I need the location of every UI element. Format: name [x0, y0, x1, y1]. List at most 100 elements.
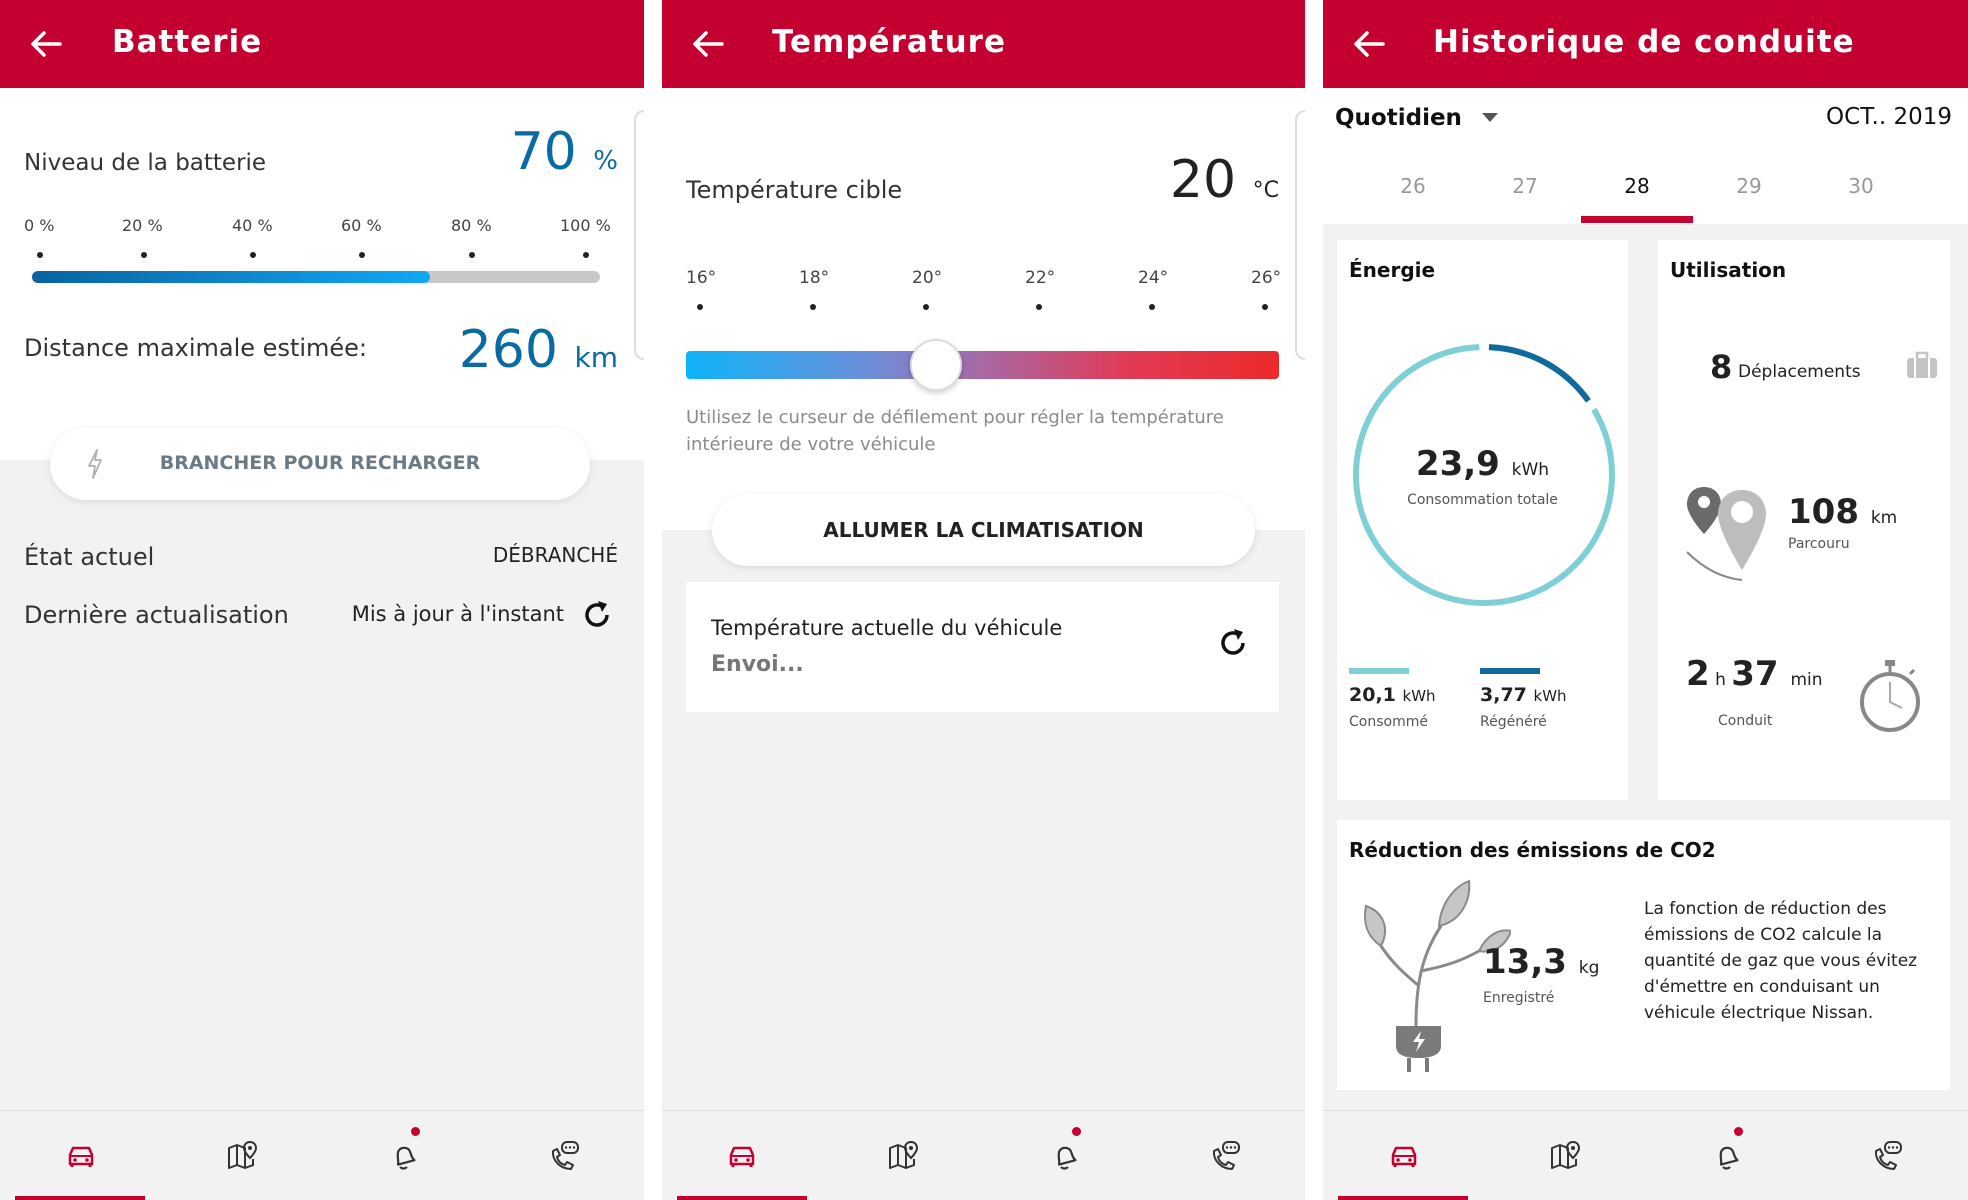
stopwatch-icon — [1860, 660, 1920, 732]
lightning-icon — [88, 449, 102, 479]
temperature-scale-dot — [697, 304, 703, 310]
battery-bar-fill — [32, 271, 430, 283]
energy-consumed-arc — [1353, 344, 1615, 606]
energy-consumed-label: Consommé — [1349, 714, 1428, 730]
temperature-panel — [662, 88, 1305, 530]
battery-bar — [32, 271, 600, 283]
nav-item-car[interactable] — [1323, 1111, 1484, 1200]
bottom-nav — [0, 1110, 644, 1200]
day-item[interactable]: 29 — [1736, 174, 1762, 198]
temperature-screen: Température Température cible 20 °C 16° 1… — [662, 0, 1305, 1200]
battery-scale-tick: 20 % — [122, 216, 163, 235]
update-value: Mis à jour à l'instant — [351, 602, 564, 626]
selected-day-indicator — [1581, 216, 1693, 223]
distance-value: 108 km — [1788, 492, 1898, 532]
temperature-scale-tick: 18° — [799, 268, 830, 288]
battery-scale-tick: 0 % — [24, 216, 55, 235]
page-title: Batterie — [112, 24, 263, 60]
side-handle — [1295, 110, 1305, 360]
period-select[interactable]: Quotidien — [1335, 105, 1462, 131]
energy-donut-chart — [1353, 344, 1615, 606]
co2-value: 13,3 kg — [1483, 942, 1600, 982]
battery-scale-dot — [469, 252, 475, 258]
battery-scale-tick: 80 % — [451, 216, 492, 235]
update-label: Dernière actualisation — [24, 601, 289, 629]
refresh-icon[interactable] — [580, 598, 614, 632]
day-item[interactable]: 28 — [1624, 174, 1650, 198]
notification-dot — [410, 1127, 420, 1136]
temperature-scale-dot — [923, 304, 929, 310]
bottom-nav — [1323, 1110, 1968, 1200]
current-temperature-card: Température actuelle du véhicule Envoi..… — [686, 582, 1279, 712]
chevron-down-icon[interactable] — [1481, 112, 1499, 124]
target-temp-value: 20 °C — [1169, 150, 1279, 210]
temperature-slider-thumb[interactable] — [910, 339, 962, 391]
battery-level-value: 70 % — [510, 122, 618, 182]
plant-plug-icon — [1363, 879, 1511, 1072]
nav-item-map-pin[interactable] — [1484, 1111, 1645, 1200]
usage-card: Utilisation 8 Déplacements 108 km Parcou… — [1658, 240, 1950, 800]
usage-title: Utilisation — [1670, 258, 1787, 282]
month-label[interactable]: OCT.. 2019 — [1826, 104, 1952, 130]
battery-screen: Batterie Niveau de la batterie 70 % 0 % 2… — [0, 0, 644, 1200]
nav-item-phone-chat[interactable] — [483, 1111, 644, 1200]
trips-label: Déplacements — [1738, 362, 1861, 382]
nav-item-bell[interactable] — [322, 1111, 483, 1200]
charge-button-label: BRANCHER POUR RECHARGER — [159, 452, 481, 474]
battery-level-label: Niveau de la batterie — [24, 150, 267, 176]
app-header: Historique de conduite — [1323, 0, 1968, 88]
co2-title: Réduction des émissions de CO2 — [1349, 838, 1716, 862]
nav-item-car[interactable] — [662, 1111, 823, 1200]
slider-hint: Utilisez le curseur de défilement pour r… — [686, 407, 1224, 455]
temperature-scale-tick: 16° — [686, 268, 717, 288]
temperature-slider-track[interactable] — [686, 339, 1279, 391]
day-item[interactable]: 27 — [1512, 174, 1538, 198]
temperature-scale-dot — [810, 304, 816, 310]
current-temp-label: Température actuelle du véhicule — [711, 616, 1063, 640]
nav-item-car[interactable] — [0, 1111, 161, 1200]
nav-item-map-pin[interactable] — [161, 1111, 322, 1200]
nav-item-map-pin[interactable] — [823, 1111, 984, 1200]
refresh-icon[interactable] — [1216, 626, 1250, 660]
target-temp-label: Température cible — [686, 176, 903, 204]
energy-total-label: Consommation totale — [1407, 492, 1558, 508]
notification-dot — [1071, 1127, 1081, 1136]
battery-scale-dot — [359, 252, 365, 258]
temperature-scale-dot — [1149, 304, 1155, 310]
energy-card: Énergie 23,9 kWh Consommation totale 20,… — [1337, 240, 1628, 800]
date-selector-panel — [1323, 88, 1968, 224]
back-arrow-icon[interactable] — [1349, 24, 1389, 64]
range-label: Distance maximale estimée: — [24, 334, 368, 362]
nav-item-phone-chat[interactable] — [1144, 1111, 1305, 1200]
battery-scale-dot — [583, 252, 589, 258]
ac-button[interactable]: ALLUMER LA CLIMATISATION — [712, 494, 1255, 566]
co2-card: Réduction des émissions de CO2 13,3 kg E… — [1337, 820, 1950, 1090]
temperature-scale-tick: 24° — [1138, 268, 1169, 288]
nav-item-bell[interactable] — [984, 1111, 1145, 1200]
battery-scale-dot — [141, 252, 147, 258]
regen-swatch — [1480, 668, 1540, 674]
day-item[interactable]: 26 — [1400, 174, 1426, 198]
co2-label: Enregistré — [1483, 990, 1555, 1006]
back-arrow-icon[interactable] — [26, 24, 66, 64]
side-handle — [634, 110, 644, 360]
back-arrow-icon[interactable] — [688, 24, 728, 64]
nav-item-phone-chat[interactable] — [1807, 1111, 1968, 1200]
active-tab-indicator — [677, 1196, 807, 1200]
energy-regen-label: Régénéré — [1480, 714, 1547, 730]
distance-label: Parcouru — [1788, 536, 1850, 552]
route-pins-icon — [1686, 487, 1766, 581]
energy-title: Énergie — [1349, 258, 1436, 282]
drive-time-label: Conduit — [1718, 713, 1773, 729]
nav-item-bell[interactable] — [1646, 1111, 1807, 1200]
app-header: Température — [662, 0, 1305, 88]
page-title: Historique de conduite — [1433, 24, 1855, 60]
temperature-scale-dot — [1262, 304, 1268, 310]
ac-button-label: ALLUMER LA CLIMATISATION — [823, 518, 1144, 542]
charge-button[interactable]: BRANCHER POUR RECHARGER — [50, 428, 590, 500]
notification-dot — [1734, 1127, 1744, 1136]
temperature-scale-tick: 22° — [1025, 268, 1056, 288]
day-item[interactable]: 30 — [1848, 174, 1874, 198]
app-header: Batterie — [0, 0, 644, 88]
battery-scale-dot — [250, 252, 256, 258]
